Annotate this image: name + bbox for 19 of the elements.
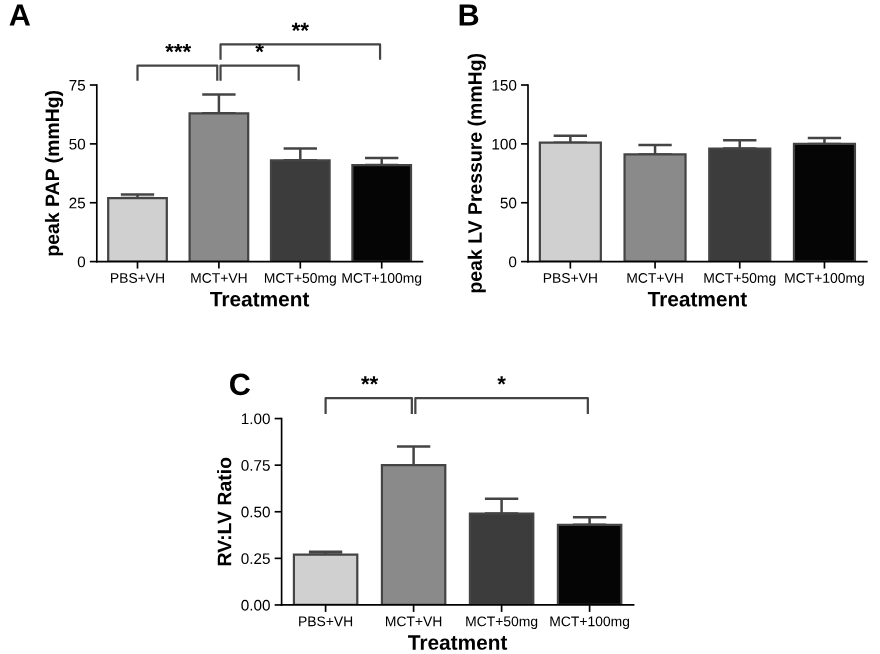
chart-title: C bbox=[230, 373, 251, 396]
text: ** bbox=[291, 22, 309, 32]
bar bbox=[292, 553, 359, 605]
y-axis-title: peak PAP (mmHg) bbox=[44, 90, 64, 256]
bar bbox=[107, 196, 168, 262]
x-axis-title: Treatment bbox=[647, 291, 747, 307]
bar bbox=[623, 153, 687, 262]
text: ** bbox=[361, 376, 379, 385]
text: * bbox=[255, 43, 264, 53]
x-axis-title: Treatment bbox=[408, 635, 508, 650]
x-axis-title: Treatment bbox=[210, 291, 310, 307]
chart-title: A bbox=[9, 4, 31, 26]
bar bbox=[708, 147, 772, 262]
text: *** bbox=[165, 43, 192, 53]
chart-title: B bbox=[459, 4, 479, 26]
y-axis-title: RV:LV Ratio bbox=[217, 457, 232, 566]
text: * bbox=[497, 376, 506, 385]
bar bbox=[538, 141, 602, 262]
y-axis-title: peak LV Pressure (mmHg) bbox=[467, 53, 486, 293]
